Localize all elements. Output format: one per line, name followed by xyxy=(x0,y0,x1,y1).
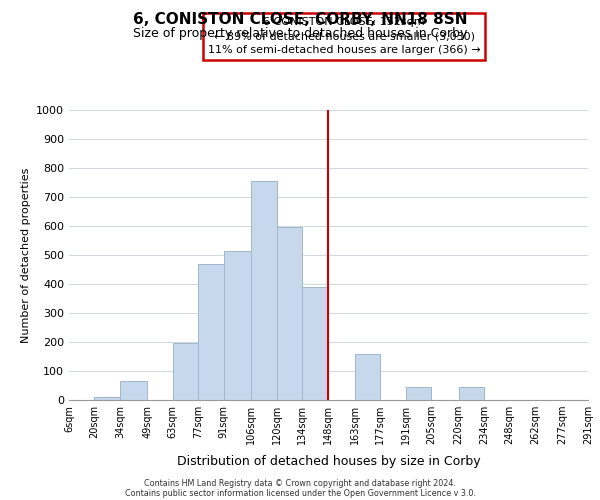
Bar xyxy=(302,287,328,400)
Bar xyxy=(120,381,148,400)
Y-axis label: Number of detached properties: Number of detached properties xyxy=(20,168,31,342)
Bar xyxy=(406,387,431,400)
X-axis label: Distribution of detached houses by size in Corby: Distribution of detached houses by size … xyxy=(176,456,481,468)
Text: 6, CONISTON CLOSE, CORBY, NN18 8SN: 6, CONISTON CLOSE, CORBY, NN18 8SN xyxy=(133,12,467,28)
Text: 6 CONISTON CLOSE: 152sqm
← 89% of detached houses are smaller (3,030)
11% of sem: 6 CONISTON CLOSE: 152sqm ← 89% of detach… xyxy=(208,17,481,55)
Bar xyxy=(355,354,380,400)
Bar xyxy=(173,344,198,400)
Bar xyxy=(459,387,484,400)
Text: Contains public sector information licensed under the Open Government Licence v : Contains public sector information licen… xyxy=(125,488,475,498)
Text: Size of property relative to detached houses in Corby: Size of property relative to detached ho… xyxy=(133,28,467,40)
Bar xyxy=(198,264,224,400)
Bar xyxy=(94,397,120,400)
Bar xyxy=(251,181,277,400)
Bar xyxy=(224,250,251,400)
Bar xyxy=(277,228,302,400)
Text: Contains HM Land Registry data © Crown copyright and database right 2024.: Contains HM Land Registry data © Crown c… xyxy=(144,478,456,488)
